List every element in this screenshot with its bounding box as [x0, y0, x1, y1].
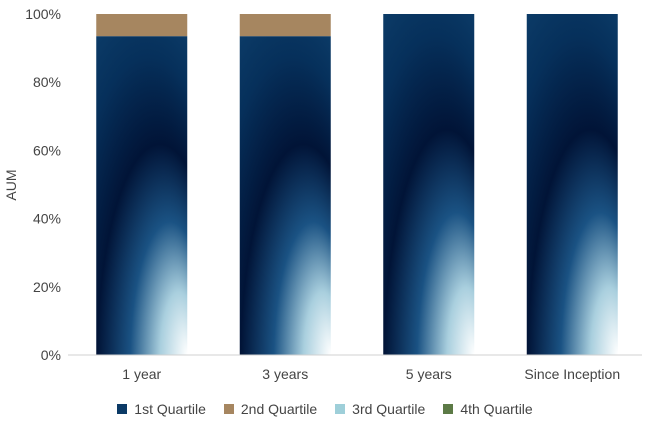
y-tick-label: 100% — [25, 6, 61, 22]
bar-segment-1st-quartile — [383, 14, 475, 355]
y-axis-title: AUM — [3, 169, 19, 200]
x-tick-label: 5 years — [406, 366, 452, 382]
x-tick-label: 1 year — [122, 366, 161, 382]
legend-item: 4th Quartile — [443, 401, 533, 417]
legend-swatch — [223, 404, 234, 414]
legend-item: 2nd Quartile — [223, 401, 318, 417]
y-tick-label: 60% — [33, 142, 61, 158]
legend-label: 2nd Quartile — [240, 401, 318, 417]
bar-segment-2nd-quartile — [96, 14, 188, 37]
y-axis-ticks: 0% 20% 40% 60% 80% 100% — [25, 6, 61, 363]
legend-item: 1st Quartile — [117, 401, 206, 417]
bar-segment-2nd-quartile — [239, 14, 331, 37]
y-tick-label: 0% — [41, 347, 61, 363]
y-tick-label: 80% — [33, 74, 61, 90]
legend-item: 3rd Quartile — [335, 401, 425, 417]
legend-swatch — [443, 404, 454, 414]
bar-segment-1st-quartile — [526, 14, 618, 355]
y-tick-label: 20% — [33, 279, 61, 295]
legend-label: 1st Quartile — [134, 401, 206, 417]
y-tick-label: 40% — [33, 211, 61, 227]
legend-label: 4th Quartile — [460, 401, 533, 417]
bar-segment-1st-quartile — [239, 36, 331, 355]
legend: 1st Quartile 2nd Quartile 3rd Quartile 4th … — [0, 401, 650, 417]
legend-swatch — [335, 404, 346, 414]
x-tick-label: 3 years — [262, 366, 308, 382]
x-axis-labels: 1 year 3 years 5 years Since Inception — [122, 366, 620, 382]
legend-label: 3rd Quartile — [352, 401, 426, 417]
bars-group — [96, 14, 618, 355]
bar-segment-1st-quartile — [96, 36, 188, 355]
legend-swatch — [117, 404, 128, 414]
x-tick-label: Since Inception — [524, 366, 620, 382]
